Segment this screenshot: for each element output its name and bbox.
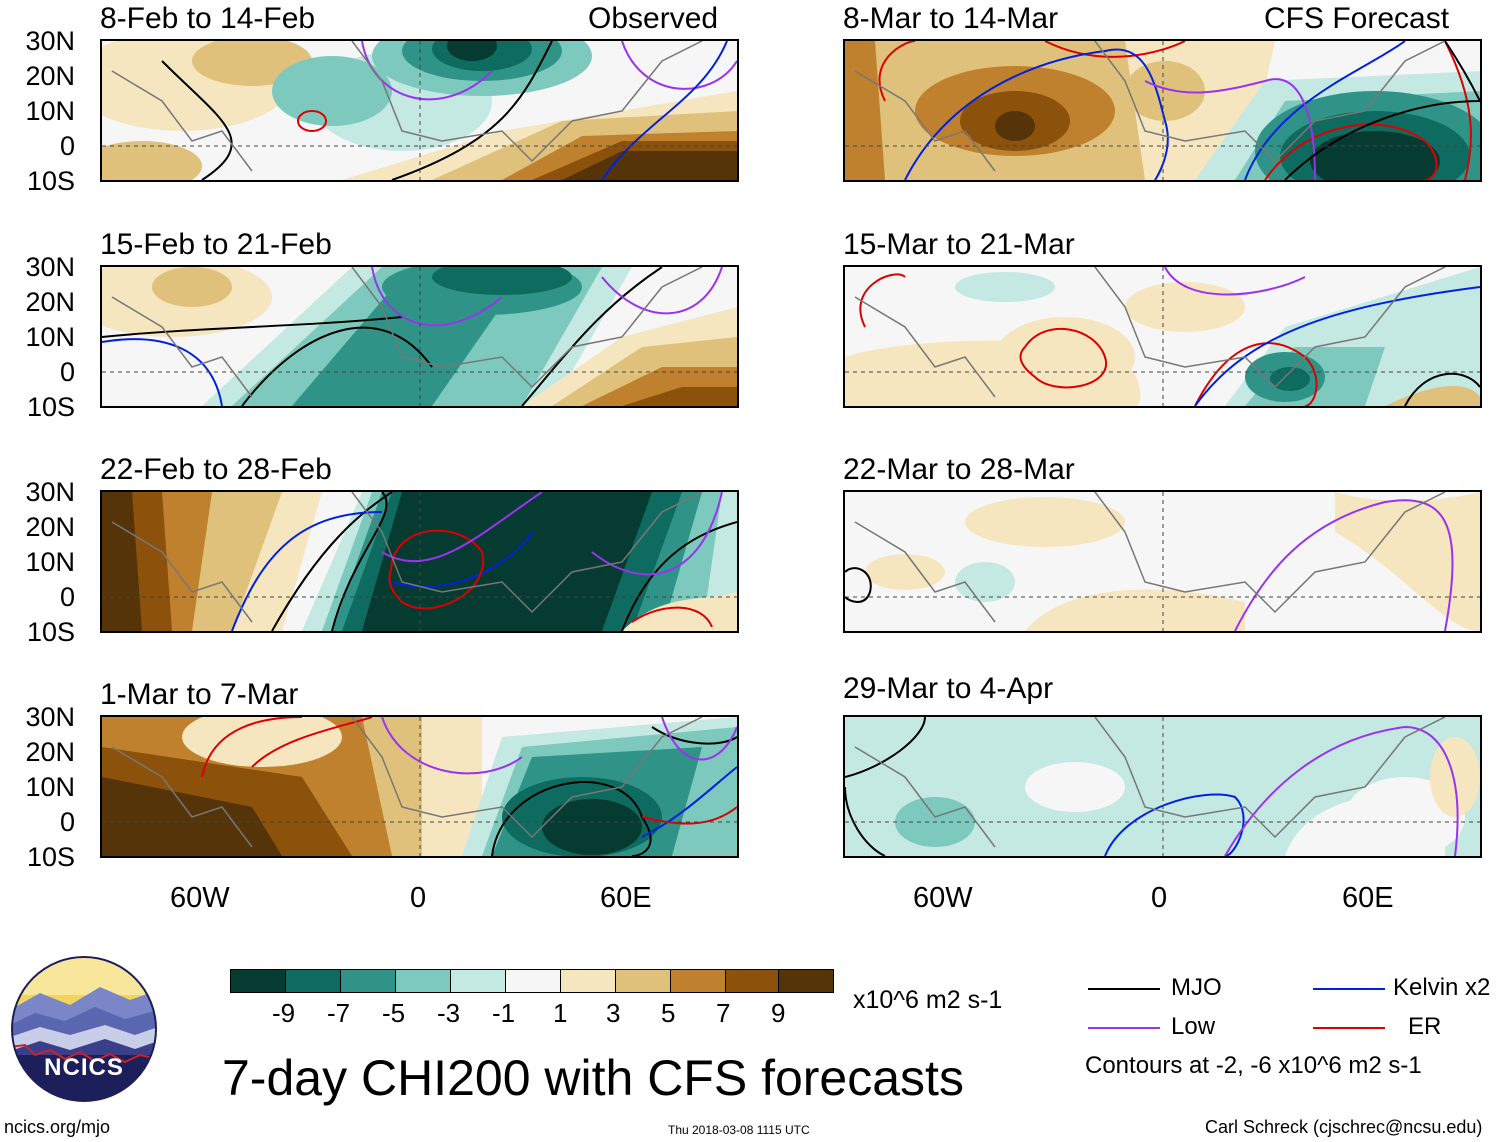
lon-label-60w-left: 60W [170,882,230,914]
footer-url[interactable]: ncics.org/mjo [4,1117,111,1137]
legend-line-mjo [1088,988,1160,990]
panel-title-2: 15-Feb to 21-Feb [100,228,332,261]
lon-label-60e-left: 60E [600,882,652,914]
legend-label-er: ER [1408,1013,1442,1040]
colorbar-swatch-5 [450,969,506,993]
panel-title-5: 8-Mar to 14-Mar [843,2,1059,35]
panel-title-8: 29-Mar to 4-Apr [843,672,1054,705]
colorbar-label: 5 [661,998,676,1028]
lon-label-0-left: 0 [410,882,427,914]
colorbar-swatch-4 [395,969,451,993]
colorbar-label: -3 [437,998,461,1028]
legend-line-low [1088,1027,1160,1029]
colorbar-label: 9 [771,998,786,1028]
colorbar-swatch-9 [670,969,726,993]
footer-timestamp: Thu 2018-03-08 1115 UTC [668,1123,810,1137]
panel-title-4: 1-Mar to 7-Mar [100,678,299,711]
colorbar [230,969,834,993]
ncics-logo: NCICS [10,955,158,1103]
cfs-forecast-label: CFS Forecast [1264,2,1450,35]
colorbar-label: 7 [716,998,731,1028]
map-panel-8 [843,715,1482,858]
colorbar-label: -1 [492,998,516,1028]
lon-label-60e-right: 60E [1342,882,1394,914]
panel-title-7: 22-Mar to 28-Mar [843,453,1075,486]
map-panel-4 [100,715,739,858]
lon-label-60w-right: 60W [913,882,973,914]
legend-note: Contours at -2, -6 x10^6 m2 s-1 [1085,1052,1422,1079]
footer-credit: Carl Schreck (cjschrec@ncsu.edu) [1205,1117,1483,1137]
colorbar-swatch-11 [778,969,834,993]
panel-title-3: 22-Feb to 28-Feb [100,453,332,486]
colorbar-swatch-6 [505,969,561,993]
main-title: 7-day CHI200 with CFS forecasts [222,1050,964,1106]
logo-text: NCICS [44,1054,124,1081]
colorbar-label: 3 [606,998,621,1028]
panel-title-6: 15-Mar to 21-Mar [843,228,1075,261]
colorbar-label: 1 [553,998,568,1028]
panel-title-1: 8-Feb to 14-Feb [100,2,316,35]
map-panel-2 [100,265,739,408]
legend-line-er [1313,1027,1385,1029]
legend-label-mjo: MJO [1171,974,1222,1001]
map-panel-3 [100,490,739,633]
legend-label-kelvin: Kelvin x2 [1393,974,1491,1001]
map-panel-6 [843,265,1482,408]
colorbar-units: x10^6 m2 s-1 [853,986,1003,1014]
legend-label-low: Low [1171,1013,1216,1040]
colorbar-label: -9 [272,998,296,1028]
colorbar-swatch-8 [615,969,671,993]
colorbar-labels: -9 -7 -5 -3 -1 1 3 5 7 9 [230,1000,834,1030]
map-panel-7 [843,490,1482,633]
legend: MJO Kelvin x2 Low ER Contours at -2, -6 … [1085,975,1505,1085]
colorbar-label: -5 [382,998,406,1028]
colorbar-swatch-7 [560,969,616,993]
lon-label-0-right: 0 [1151,882,1168,914]
legend-line-kelvin [1313,988,1385,990]
observed-label: Observed [588,2,719,35]
colorbar-swatch-3 [340,969,396,993]
map-panel-1 [100,39,739,182]
colorbar-swatch-2 [285,969,341,993]
colorbar-label: -7 [327,998,351,1028]
colorbar-swatch-1 [230,969,286,993]
colorbar-swatch-10 [725,969,781,993]
map-panel-5 [843,39,1482,182]
